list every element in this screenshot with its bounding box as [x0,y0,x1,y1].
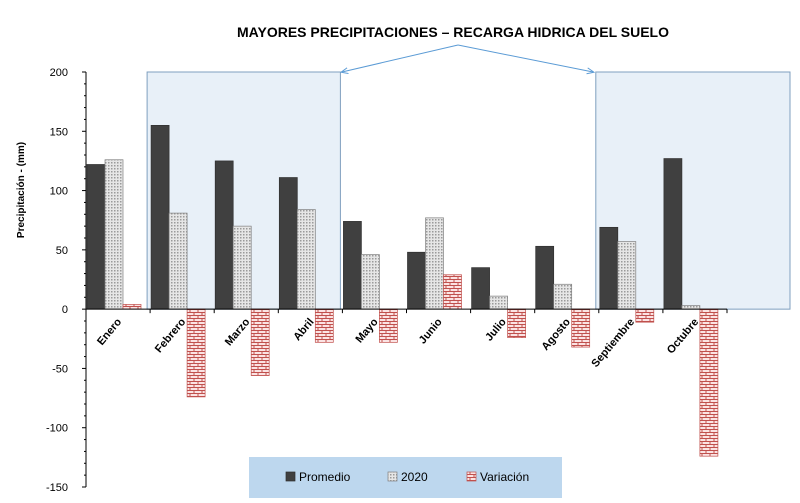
bar-promedio-enero [86,164,106,310]
arrow-right [457,44,593,72]
bar-promedio-febrero [150,125,170,310]
y-tick-label: 50 [56,245,68,257]
legend-swatch [466,471,477,482]
bar-2020-septiembre [617,241,637,310]
bar-promedio-abril [278,177,298,310]
bar-2020-febrero [168,212,188,310]
bar-2020-mayo [361,254,380,310]
x-tick-label: Agosto [539,316,573,353]
legend-label: Promedio [299,470,351,484]
y-tick-label: -50 [52,363,68,375]
bar-2020-enero [104,159,124,310]
x-tick-label: Abril [291,316,316,343]
y-axis-label: Precipitación - (mm) [16,142,27,238]
bar-variación-marzo [250,308,270,376]
x-tick-label: Octubre [665,316,701,356]
x-tick-label: Junio [417,316,445,346]
x-tick-label: Enero [95,316,124,348]
bar-variación-abril [314,308,334,343]
y-tick-label: 0 [62,304,68,316]
legend-swatch [387,471,398,482]
bar-variación-agosto [571,308,591,348]
bar-variación-mayo [379,308,398,343]
x-tick-label: Septiembre [589,316,637,370]
legend-swatch [285,471,296,482]
y-tick-label: -150 [46,482,68,494]
bar-2020-abril [296,209,316,310]
y-tick-label: 100 [50,186,68,198]
bar-variación-enero [122,304,142,310]
bar-variación-julio [507,308,526,338]
bar-2020-octubre [681,305,701,310]
y-tick-label: 200 [50,67,68,79]
x-tick-label: Julio [483,316,509,344]
legend-box [249,457,562,498]
bar-variación-octubre [699,308,719,457]
chart-title: MAYORES PRECIPITACIONES – RECARGA HIDRIC… [237,24,669,40]
y-tick-label: 150 [50,126,68,138]
bar-promedio-agosto [535,245,555,310]
legend-label: 2020 [401,470,428,484]
bar-promedio-septiembre [599,226,619,310]
x-tick-label: Marzo [223,316,253,348]
bar-promedio-mayo [343,221,362,310]
bar-variación-febrero [186,308,206,398]
bar-variación-junio [443,274,462,310]
bar-2020-agosto [553,283,573,310]
bar-promedio-julio [471,267,490,310]
bar-2020-junio [425,217,444,310]
x-tick-label: Febrero [153,316,189,355]
bar-2020-marzo [232,225,252,310]
bar-promedio-octubre [663,158,683,310]
bar-promedio-marzo [214,160,234,310]
y-tick-label: -100 [46,423,68,435]
legend-label: Variación [480,470,529,484]
bar-variación-septiembre [635,308,655,323]
bar-promedio-junio [407,251,426,310]
x-tick-label: Mayo [353,316,380,345]
arrow-left [342,44,459,72]
bar-2020-julio [489,295,508,310]
